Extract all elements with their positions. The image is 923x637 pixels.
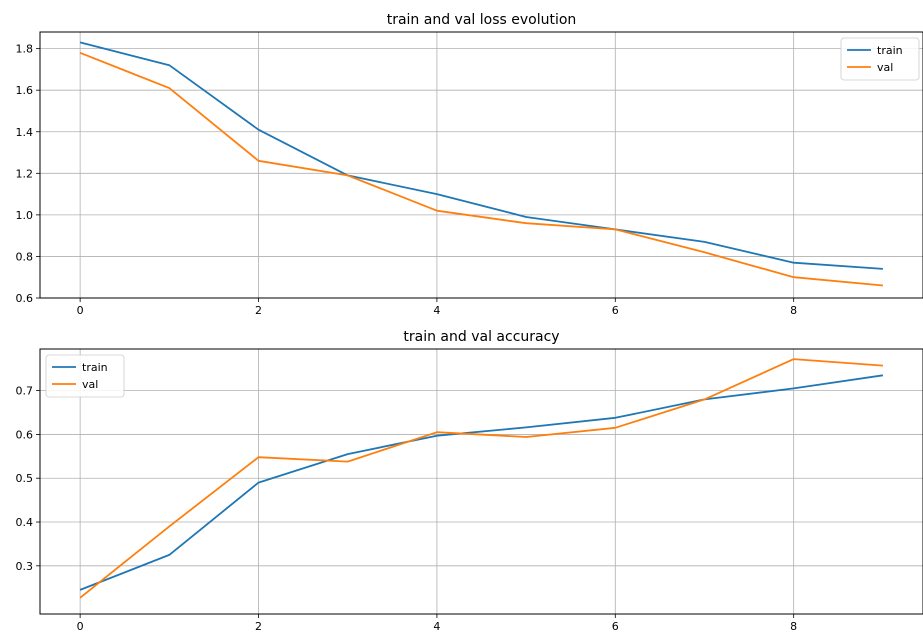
y-tick-label: 1.8	[16, 43, 34, 56]
legend: train val	[840, 37, 920, 81]
axes-frame	[39, 348, 923, 615]
x-tick-label: 4	[433, 304, 440, 317]
legend-label: val	[877, 61, 893, 74]
plot-area	[40, 32, 923, 298]
y-tick-label: 0.3	[16, 560, 34, 573]
series-line-val	[79, 51, 883, 287]
chart-title: train and val loss evolution	[387, 12, 577, 28]
x-tick-label: 0	[77, 304, 84, 317]
x-tick-label: 0	[77, 620, 84, 633]
series-line-val	[79, 358, 883, 599]
y-tick-label: 0.8	[16, 250, 34, 263]
legend-label: val	[82, 378, 98, 391]
x-tick-label: 2	[255, 620, 262, 633]
y-tick-label: 0.5	[16, 472, 34, 485]
plot-area	[40, 349, 923, 614]
chart-loss: train and val loss evolution 0 2 4 6 8 0.6 0.8…	[16, 12, 923, 317]
series-line-train	[79, 41, 883, 270]
legend-label: train	[877, 44, 903, 57]
y-tick-label: 0.4	[16, 516, 34, 529]
y-tick-label: 1.4	[16, 126, 34, 139]
y-tick-label: 0.7	[16, 385, 34, 398]
series-line-train	[79, 374, 884, 591]
y-tick-label: 0.6	[16, 428, 34, 441]
x-tick-label: 6	[612, 304, 619, 317]
x-tick-label: 6	[612, 620, 619, 633]
legend: train val	[45, 354, 125, 398]
y-tick-label: 1.2	[16, 167, 34, 180]
y-tick-label: 1.6	[16, 84, 34, 97]
y-tick-label: 0.6	[16, 292, 34, 305]
axes-frame	[39, 31, 923, 299]
legend-frame	[45, 354, 125, 398]
chart-accuracy: train and val accuracy 0 2 4 6 8 0.3 0.4 0.5 0.6…	[16, 329, 923, 633]
x-tick-label: 8	[790, 620, 797, 633]
legend-label: train	[82, 361, 108, 374]
legend-frame	[840, 37, 920, 81]
x-tick-label: 4	[433, 620, 440, 633]
x-tick-label: 8	[790, 304, 797, 317]
chart-title: train and val accuracy	[403, 329, 559, 345]
y-tick-label: 1.0	[16, 209, 34, 222]
x-tick-label: 2	[255, 304, 262, 317]
